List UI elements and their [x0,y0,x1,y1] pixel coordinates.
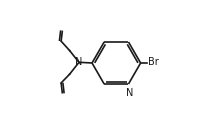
Text: N: N [126,88,133,98]
Text: Br: Br [148,57,159,67]
Text: N: N [75,57,83,67]
